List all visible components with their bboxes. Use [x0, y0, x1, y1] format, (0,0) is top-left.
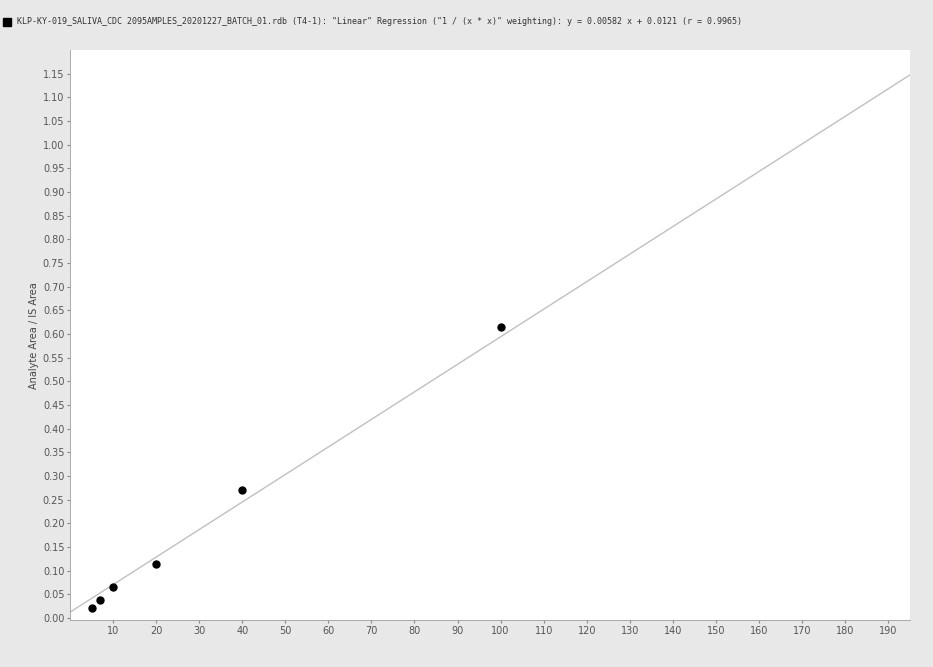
Point	[92, 595, 107, 606]
Point	[494, 321, 508, 332]
Point	[84, 602, 99, 613]
Point	[148, 558, 163, 569]
Point	[235, 485, 250, 496]
Text: KLP-KY-019_SALIVA_CDC 2095AMPLES_20201227_BATCH_01.rdb (T4-1): "Linear" Regressi: KLP-KY-019_SALIVA_CDC 2095AMPLES_2020122…	[17, 17, 742, 26]
Point	[105, 582, 120, 592]
Y-axis label: Analyte Area / IS Area: Analyte Area / IS Area	[29, 281, 38, 389]
